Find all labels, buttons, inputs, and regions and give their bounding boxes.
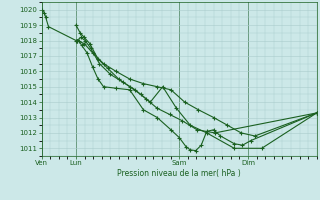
X-axis label: Pression niveau de la mer( hPa ): Pression niveau de la mer( hPa ): [117, 169, 241, 178]
